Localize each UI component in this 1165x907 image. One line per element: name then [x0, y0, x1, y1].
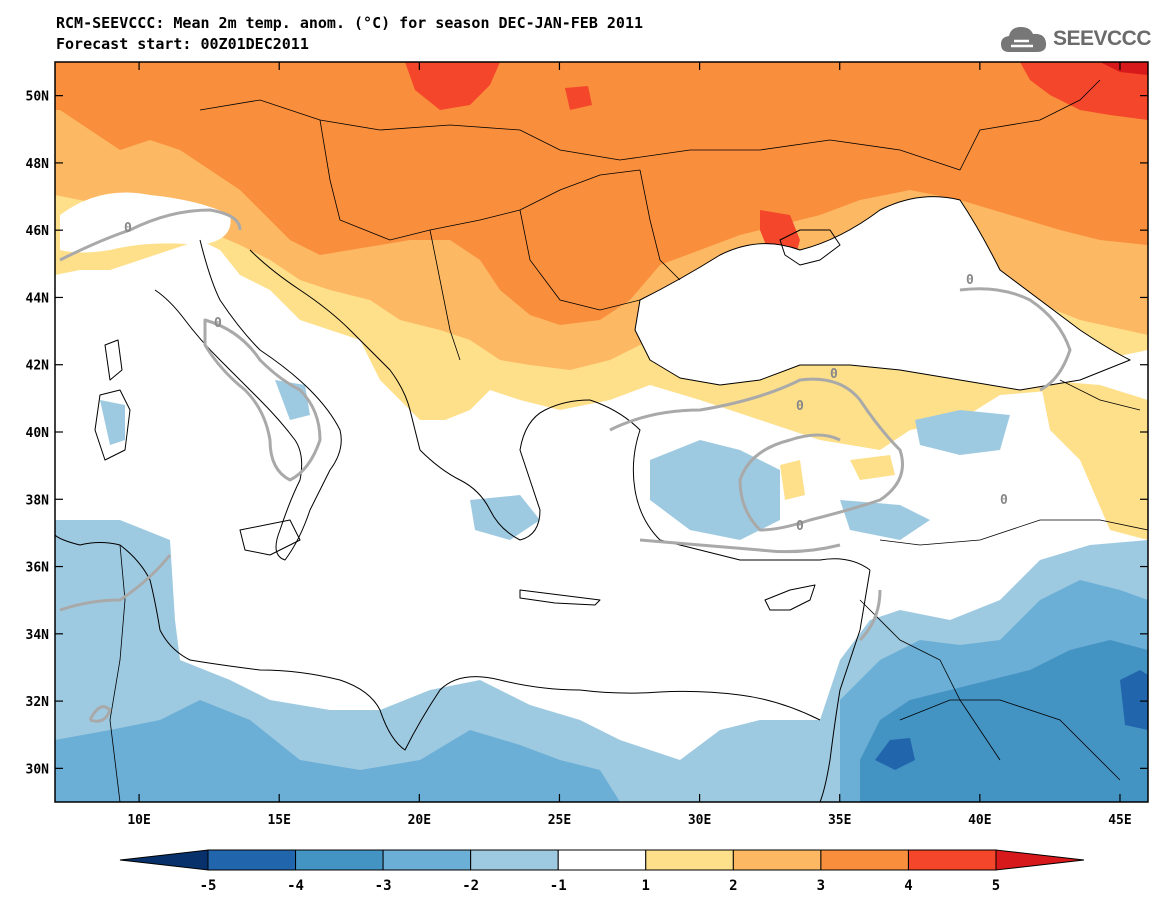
warm-anomaly-1-2-east	[1040, 380, 1148, 540]
cool-anomaly-4-5-jordan	[875, 738, 915, 770]
warm-anomaly-small	[565, 86, 592, 110]
colorbar-extend-low	[119, 849, 209, 871]
zero-contour-alps	[59, 208, 242, 262]
cool-anomaly-3-4-levant	[860, 640, 1148, 802]
lat-tick-label: 42N	[26, 359, 50, 374]
warm-anomaly-4-5	[405, 62, 500, 110]
black-sea	[635, 196, 1130, 390]
map-title: RCM-SEEVCCC: Mean 2m temp. anom. (°C) fo…	[56, 14, 643, 32]
colorbar-box	[207, 849, 297, 871]
lon-tick-label: 35E	[828, 813, 851, 828]
lat-tick-label: 32N	[26, 695, 50, 710]
lat-tick-label: 50N	[26, 90, 50, 105]
cool-anomaly-sardinia	[100, 400, 125, 445]
logo-text: SEEVCCC	[1052, 27, 1152, 50]
contour-label: 0	[796, 519, 804, 534]
zero-contour-levant	[858, 589, 882, 642]
italy-coast	[154, 239, 342, 561]
contour-label: 0	[796, 399, 804, 414]
levant-coast	[819, 569, 871, 802]
latitude-axis: 30N 32N 34N 36N 38N 40N 42N 44N 46N 48N 50N	[26, 90, 1148, 777]
colorbar-box	[557, 849, 647, 871]
country-borders	[109, 79, 1148, 802]
lon-tick-label: 20E	[408, 813, 431, 828]
contour-label: 0	[830, 367, 838, 382]
lat-tick-label: 38N	[26, 493, 50, 508]
lat-tick-label: 36N	[26, 561, 50, 576]
seevccc-logo: SEEVCCC	[999, 22, 1152, 56]
zero-contour-libya	[88, 705, 112, 723]
colorbar-label: 3	[817, 878, 825, 894]
lon-tick-label: 10E	[127, 813, 150, 828]
sicily-coast	[239, 519, 301, 556]
forecast-start-subtitle: Forecast start: 00Z01DEC2011	[56, 35, 309, 53]
colorbar-label: -3	[375, 878, 392, 894]
colorbar-label: -2	[462, 878, 479, 894]
lat-tick-label: 48N	[26, 157, 50, 172]
contour-label: 0	[124, 221, 132, 236]
colorbar-box	[907, 849, 997, 871]
cool-anomaly-crete-sea	[840, 500, 930, 540]
warm-anomaly-3-4	[55, 62, 1148, 325]
black-sea-coast	[634, 196, 1131, 391]
greece-coast	[419, 399, 591, 541]
warm-spot-anatolia	[780, 460, 805, 500]
lat-tick-label: 46N	[26, 224, 50, 239]
crimea-coast	[779, 229, 841, 266]
cool-anomaly-2-3-south	[55, 700, 620, 802]
coastlines	[55, 196, 1131, 802]
zero-contour-east	[959, 287, 1072, 392]
cool-anomaly-tunisia	[60, 550, 140, 600]
colorbar-box	[820, 849, 909, 871]
colorbar-label: 2	[729, 878, 737, 894]
contour-label: 0	[214, 316, 222, 331]
warm-anomaly-4-5-ne	[1020, 62, 1148, 120]
sardinia-coast	[94, 389, 131, 461]
cyprus-coast	[764, 584, 816, 611]
cool-anomaly-4-5-iraq	[1120, 670, 1148, 730]
map-area: 0 0 0 0 0 0 0	[55, 62, 1148, 802]
lon-tick-label: 45E	[1108, 813, 1131, 828]
zero-contour-italy	[203, 318, 322, 482]
cloud-icon	[1000, 27, 1047, 52]
corsica-coast	[104, 339, 123, 381]
lat-tick-label: 44N	[26, 291, 50, 306]
colorbar-label: -1	[550, 878, 567, 894]
longitude-axis: 10E 15E 20E 25E 30E 35E 40E 45E	[127, 62, 1132, 828]
colorbar-label: -4	[287, 878, 304, 894]
colorbar: -5 -4 -3 -2 -1 1 2 3 4 5	[119, 849, 1085, 894]
lat-tick-label: 40N	[26, 426, 50, 441]
zero-contour-turkey	[609, 377, 904, 532]
colorbar-label: 4	[904, 878, 912, 894]
zero-contours	[59, 208, 1072, 723]
warm-spot-anatolia-2	[850, 455, 895, 480]
colorbar-box	[295, 849, 384, 871]
lat-tick-label: 30N	[26, 762, 50, 777]
cool-anomaly-turkey-east	[915, 410, 1010, 455]
colorbar-label: -5	[200, 878, 217, 894]
contour-label: 0	[1000, 493, 1008, 508]
colorbar-box	[645, 849, 734, 871]
lat-tick-label: 34N	[26, 628, 50, 643]
colorbar-box	[470, 849, 559, 871]
contour-label: 0	[966, 273, 974, 288]
colorbar-label: 5	[992, 878, 1000, 894]
north-africa-coast	[55, 534, 821, 751]
colorbar-box	[732, 849, 822, 871]
lon-tick-label: 15E	[267, 813, 290, 828]
colorbar-extend-high	[995, 849, 1085, 871]
crete-coast	[519, 589, 601, 606]
zero-contour-anatolia-s	[639, 538, 841, 554]
zero-contour-africa	[59, 554, 172, 612]
colorbar-box	[382, 849, 472, 871]
adriatic-east-coast	[249, 249, 421, 451]
lon-tick-label: 25E	[548, 813, 571, 828]
warm-anomaly-5-plus	[1100, 62, 1148, 75]
contour-labels: 0 0 0 0 0 0 0	[124, 221, 1008, 534]
lon-tick-label: 30E	[688, 813, 711, 828]
lon-tick-label: 40E	[968, 813, 991, 828]
colorbar-label: 1	[642, 878, 650, 894]
